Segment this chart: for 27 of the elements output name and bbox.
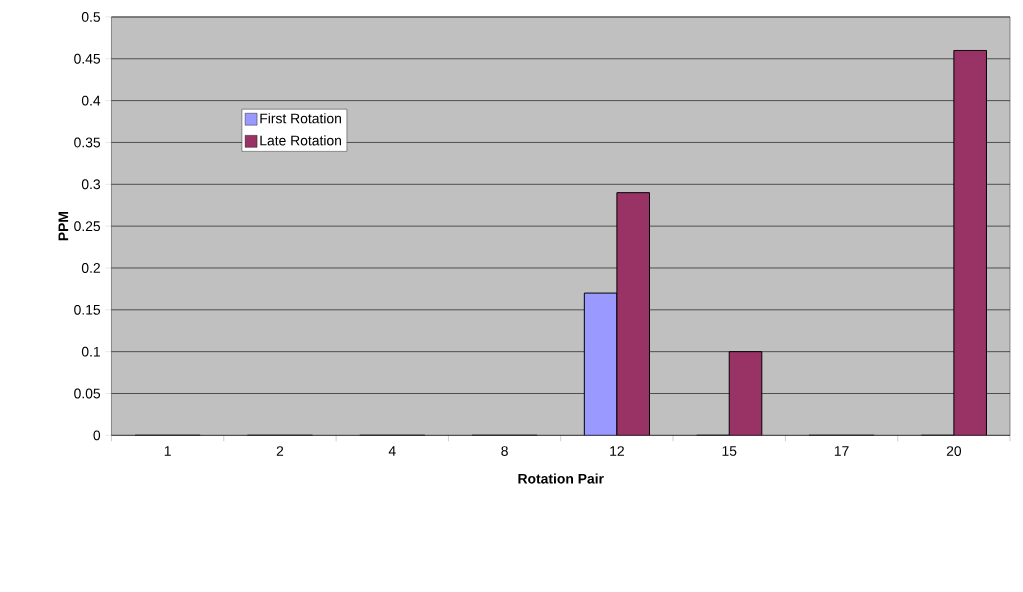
y-tick-label: 0.05 (74, 388, 101, 399)
x-tick-label: 17 (834, 446, 849, 456)
x-tick-label: 15 (722, 446, 737, 456)
bar (583, 292, 618, 436)
legend-label: First Rotation (260, 113, 341, 124)
y-axis-title: PPM (58, 212, 69, 241)
y-tick-label: 0.4 (81, 95, 101, 106)
y-tick-label: 0.1 (81, 346, 100, 357)
bar (953, 50, 987, 436)
x-tick-label: 4 (388, 446, 396, 456)
bar (616, 192, 650, 436)
x-tick-label: 1 (164, 446, 171, 456)
x-axis-title: Rotation Pair (518, 473, 604, 484)
y-tick-label: 0.25 (74, 221, 101, 232)
x-tick-label: 12 (610, 446, 624, 456)
y-tick-label: 0.45 (74, 53, 101, 64)
y-tick-label: 0.2 (81, 263, 100, 274)
y-tick-label: 0.35 (74, 137, 101, 148)
legend-label: Late Rotation (260, 135, 342, 146)
bar (728, 351, 763, 436)
x-tick-label: 8 (501, 446, 508, 457)
x-tick-label: 2 (276, 446, 284, 456)
y-tick-label: 0 (93, 430, 101, 441)
y-tick-label: 0.5 (81, 12, 101, 22)
y-tick-label: 0.3 (81, 179, 101, 190)
y-tick-label: 0.15 (74, 305, 101, 315)
x-tick-label: 20 (946, 446, 962, 457)
